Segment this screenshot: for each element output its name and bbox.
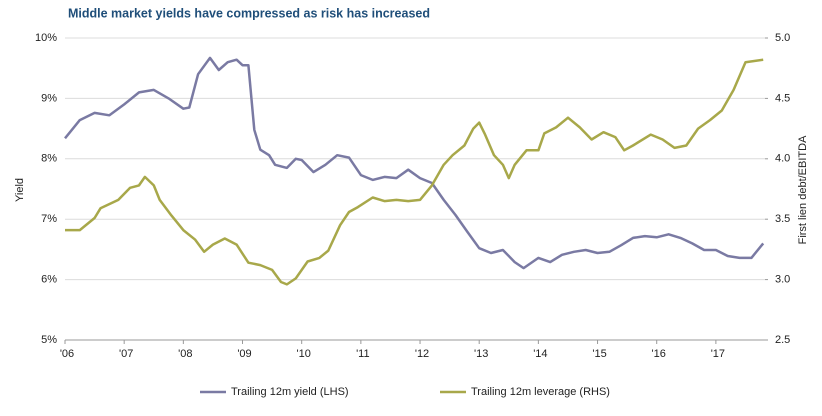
y2-tick-label: 5.0 — [775, 32, 790, 44]
series-line — [65, 58, 764, 286]
y2-tick-label: 4.5 — [775, 92, 790, 104]
y-tick-label: 10% — [35, 32, 57, 44]
y-axis-label: Yield — [14, 178, 26, 202]
y2-tick-label: 3.0 — [775, 274, 790, 286]
y-tick-label: 6% — [41, 274, 57, 286]
x-tick-label: '17 — [711, 348, 725, 360]
y2-axis-label: First lien debt/EBITDA — [797, 135, 809, 244]
x-tick-label: '08 — [178, 348, 192, 360]
x-tick-label: '09 — [237, 348, 251, 360]
y-tick-label: 9% — [41, 92, 57, 104]
series-line — [64, 56, 765, 270]
y-tick-label: 8% — [41, 153, 57, 165]
y2-tick-label: 2.5 — [775, 334, 790, 346]
y-tick-label: 7% — [41, 213, 57, 225]
x-tick-label: '11 — [356, 348, 370, 360]
x-tick-label: '10 — [297, 348, 311, 360]
x-tick-label: '16 — [652, 348, 666, 360]
y-tick-label: 5% — [41, 334, 57, 346]
x-tick-label: '15 — [592, 348, 606, 360]
x-tick-label: '06 — [60, 348, 74, 360]
x-tick-label: '13 — [474, 348, 488, 360]
legend-label: Trailing 12m leverage (RHS) — [471, 386, 610, 398]
x-tick-label: '14 — [533, 348, 547, 360]
y2-tick-label: 3.5 — [775, 213, 790, 225]
legend-label: Trailing 12m yield (LHS) — [231, 386, 349, 398]
x-tick-label: '07 — [119, 348, 133, 360]
x-tick-label: '12 — [415, 348, 429, 360]
y2-tick-label: 4.0 — [775, 153, 790, 165]
chart-title: Middle market yields have compressed as … — [68, 6, 430, 20]
